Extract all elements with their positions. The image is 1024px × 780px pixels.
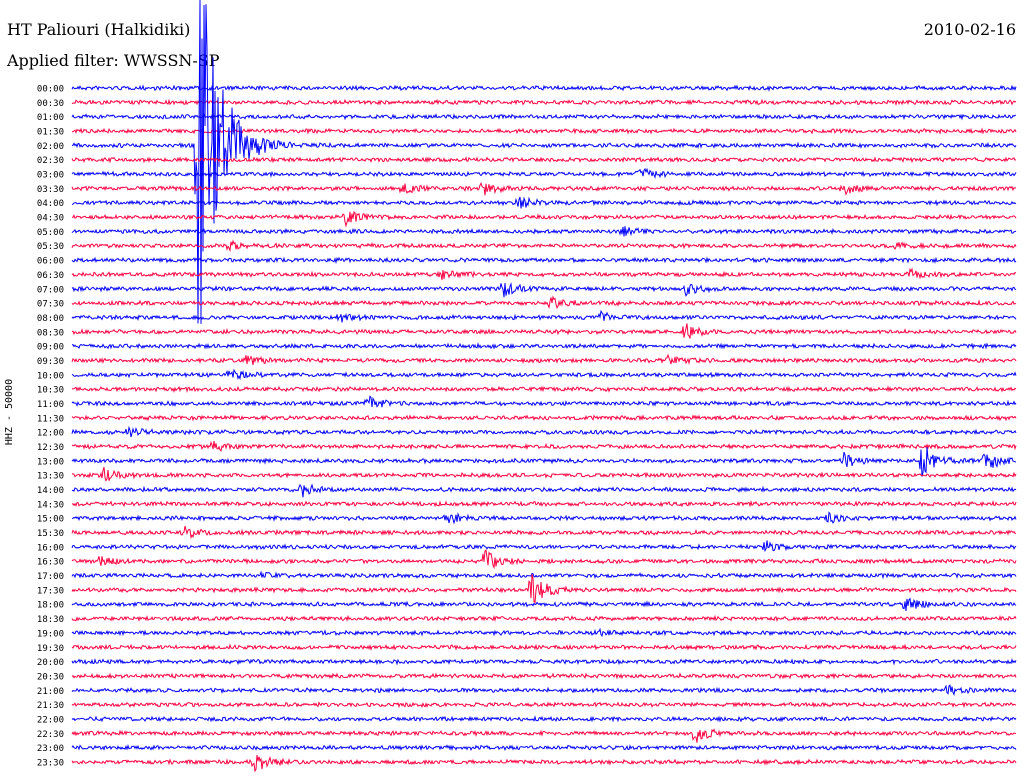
row-time-label: 12:30 xyxy=(37,443,64,453)
trace-line xyxy=(71,84,1017,92)
row-time-label: 08:30 xyxy=(37,328,64,338)
trace-line xyxy=(71,684,1017,697)
row-time-label: 01:00 xyxy=(37,113,64,123)
trace-line xyxy=(71,441,1017,452)
trace-line xyxy=(71,754,1017,773)
trace-line xyxy=(71,643,1017,651)
trace-line xyxy=(71,614,1017,623)
trace-line xyxy=(71,672,1017,680)
trace-line xyxy=(71,744,1017,752)
row-time-label: 20:30 xyxy=(37,672,64,682)
row-time-label: 14:30 xyxy=(37,500,64,510)
trace-line xyxy=(71,540,1017,553)
trace-line xyxy=(71,211,1017,228)
trace-line xyxy=(71,0,1017,324)
row-time-label: 13:30 xyxy=(37,472,64,482)
trace-line xyxy=(71,597,1017,612)
trace-line xyxy=(71,323,1017,339)
trace-line xyxy=(71,425,1017,438)
row-time-label: 17:00 xyxy=(37,572,64,582)
trace-line xyxy=(71,342,1017,351)
trace-line xyxy=(71,573,1017,604)
trace-line xyxy=(71,309,1017,323)
row-time-label: 23:00 xyxy=(37,744,64,754)
row-time-label: 20:00 xyxy=(37,658,64,668)
trace-line xyxy=(71,295,1017,310)
trace-line xyxy=(71,385,1017,394)
row-time-label: 16:30 xyxy=(37,558,64,568)
trace-line xyxy=(71,226,1017,237)
row-time-label: 06:30 xyxy=(37,271,64,281)
trace-line xyxy=(71,511,1017,525)
row-time-label: 22:00 xyxy=(37,715,64,725)
row-time-label: 09:30 xyxy=(37,357,64,367)
trace-line xyxy=(71,447,1016,477)
row-time-label: 11:30 xyxy=(37,414,64,424)
trace-line xyxy=(71,570,1017,580)
date-label: 2010-02-16 xyxy=(923,20,1016,39)
row-time-label: 18:00 xyxy=(37,601,64,611)
row-time-label: 21:00 xyxy=(37,687,64,697)
trace-line xyxy=(71,98,1017,107)
trace-line xyxy=(71,549,1017,570)
trace-line xyxy=(71,113,1017,121)
row-time-label: 19:00 xyxy=(37,629,64,639)
row-time-label: 06:00 xyxy=(37,257,64,267)
trace-line xyxy=(71,256,1017,265)
trace-line xyxy=(71,657,1017,666)
trace-line xyxy=(71,701,1017,709)
trace-line xyxy=(71,167,1017,179)
trace-line xyxy=(71,282,1017,298)
trace-line xyxy=(71,483,1017,498)
row-time-label: 13:00 xyxy=(37,457,64,467)
trace-line xyxy=(71,196,1017,209)
trace-line xyxy=(71,728,1017,743)
trace-line xyxy=(71,627,1017,638)
row-time-label: 21:30 xyxy=(37,701,64,711)
row-time-label: 14:00 xyxy=(37,486,64,496)
row-time-label: 10:30 xyxy=(37,386,64,396)
row-time-label: 15:30 xyxy=(37,529,64,539)
trace-line xyxy=(71,499,1017,508)
trace-line xyxy=(71,466,1017,482)
row-time-label: 18:30 xyxy=(37,615,64,625)
row-time-label: 04:30 xyxy=(37,214,64,224)
row-time-label: 00:00 xyxy=(37,85,64,95)
row-time-label: 03:30 xyxy=(37,185,64,195)
row-time-label: 22:30 xyxy=(37,730,64,740)
trace-line xyxy=(71,368,1017,381)
trace-line xyxy=(71,267,1017,281)
filter-label: Applied filter: WWSSN-SP xyxy=(7,51,220,70)
row-time-label: 09:00 xyxy=(37,343,64,353)
trace-line xyxy=(71,182,1017,196)
row-time-label: 16:00 xyxy=(37,543,64,553)
row-time-label: 02:30 xyxy=(37,156,64,166)
trace-line xyxy=(71,156,1017,164)
row-time-label: 12:00 xyxy=(37,429,64,439)
row-time-label: 10:00 xyxy=(37,371,64,381)
row-time-label: 04:00 xyxy=(37,199,64,209)
row-time-label: 02:00 xyxy=(37,142,64,152)
trace-line xyxy=(71,715,1017,723)
row-time-label: 08:00 xyxy=(37,314,64,324)
trace-line xyxy=(71,395,1017,408)
trace-line xyxy=(71,353,1017,365)
row-time-label: 17:30 xyxy=(37,586,64,596)
station-title: HT Paliouri (Halkidiki) xyxy=(7,20,191,39)
row-time-label: 01:30 xyxy=(37,128,64,138)
row-time-label: 00:30 xyxy=(37,99,64,109)
row-time-label: 03:00 xyxy=(37,171,64,181)
row-time-label: 11:00 xyxy=(37,400,64,410)
row-time-label: 15:00 xyxy=(37,515,64,525)
row-time-label: 05:00 xyxy=(37,228,64,238)
row-time-label: 19:30 xyxy=(37,644,64,654)
row-time-label: 07:00 xyxy=(37,285,64,295)
row-time-label: 05:30 xyxy=(37,242,64,252)
row-time-label: 23:30 xyxy=(37,758,64,768)
trace-line xyxy=(71,414,1017,422)
row-time-label: 07:30 xyxy=(37,300,64,310)
trace-line xyxy=(71,525,1017,540)
trace-line xyxy=(71,239,1017,253)
